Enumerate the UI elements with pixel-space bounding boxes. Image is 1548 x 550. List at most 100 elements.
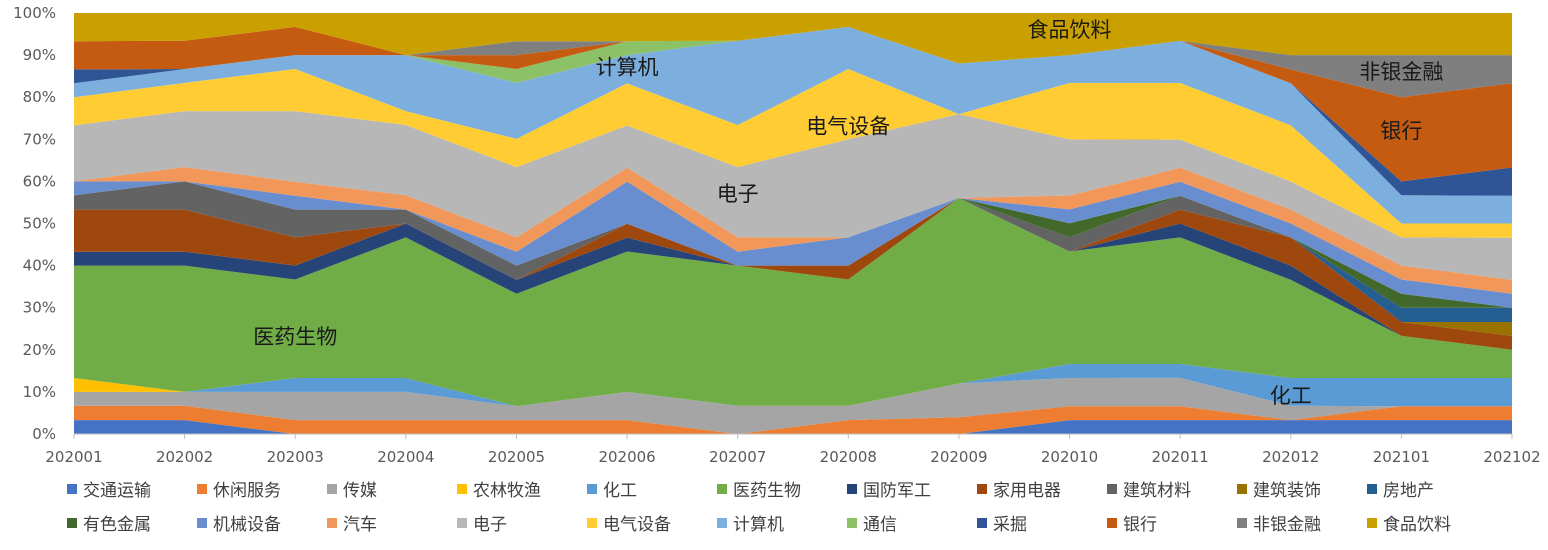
x-tick-label: 202002 bbox=[156, 448, 213, 466]
legend-swatch bbox=[327, 484, 337, 494]
series-annotation: 化工 bbox=[1270, 384, 1312, 408]
legend-label: 休闲服务 bbox=[213, 481, 281, 501]
legend-item: 银行 bbox=[1107, 515, 1157, 535]
legend-item: 非银金融 bbox=[1237, 515, 1321, 535]
legend-swatch bbox=[1237, 518, 1247, 528]
area-series-12 bbox=[74, 181, 1512, 308]
area-series-19 bbox=[74, 26, 1512, 182]
x-tick-label: 202102 bbox=[1483, 448, 1540, 466]
legend-swatch bbox=[1367, 484, 1377, 494]
area-series-4 bbox=[74, 364, 1512, 407]
legend-label: 有色金属 bbox=[83, 515, 151, 535]
legend-label: 交通运输 bbox=[83, 481, 151, 501]
y-tick-label: 100% bbox=[13, 4, 56, 22]
legend-item: 房地产 bbox=[1367, 481, 1434, 501]
series-annotation: 电子 bbox=[717, 182, 759, 206]
area-series-2 bbox=[74, 377, 1512, 434]
legend-item: 休闲服务 bbox=[197, 481, 281, 501]
legend-item: 计算机 bbox=[717, 515, 784, 535]
legend: 交通运输 休闲服务 传媒 农林牧渔 化工 医药生物 国防军工 家用电器 建筑材料 建筑装饰 房地产有… bbox=[67, 481, 1451, 535]
axes-group: 202001 202002 202003 202004 202005 202006 2020… bbox=[13, 4, 1541, 466]
x-tick-label: 202011 bbox=[1152, 448, 1209, 466]
series-annotation: 电气设备 bbox=[806, 115, 890, 139]
legend-label: 银行 bbox=[1123, 515, 1157, 535]
legend-label: 传媒 bbox=[343, 481, 377, 501]
area-series-group bbox=[74, 13, 1512, 434]
legend-swatch bbox=[67, 484, 77, 494]
legend-label: 机械设备 bbox=[213, 515, 281, 535]
legend-label: 医药生物 bbox=[733, 481, 801, 501]
area-series-21 bbox=[74, 13, 1512, 64]
legend-label: 家用电器 bbox=[993, 481, 1061, 501]
legend-label: 建筑材料 bbox=[1123, 481, 1191, 501]
y-tick-label: 10% bbox=[23, 383, 56, 401]
series-annotation: 计算机 bbox=[596, 56, 659, 80]
y-tick-label: 70% bbox=[23, 130, 56, 148]
series-annotation: 食品饮料 bbox=[1028, 18, 1112, 42]
x-tick-label: 202101 bbox=[1373, 448, 1430, 466]
legend-label: 汽车 bbox=[343, 515, 377, 535]
legend-swatch bbox=[197, 518, 207, 528]
legend-swatch bbox=[587, 484, 597, 494]
legend-item: 农林牧渔 bbox=[457, 481, 541, 501]
legend-swatch bbox=[717, 484, 727, 494]
area-series-0 bbox=[74, 420, 1512, 434]
legend-item: 国防军工 bbox=[847, 481, 931, 501]
x-tick-label: 202008 bbox=[820, 448, 877, 466]
area-series-14 bbox=[74, 111, 1512, 280]
x-tick-label: 202010 bbox=[1041, 448, 1098, 466]
legend-item: 建筑材料 bbox=[1107, 481, 1191, 501]
legend-label: 通信 bbox=[863, 515, 897, 535]
y-tick-label: 80% bbox=[23, 88, 56, 106]
series-annotation: 医药生物 bbox=[253, 325, 337, 349]
legend-item: 家用电器 bbox=[977, 481, 1061, 501]
x-tick-label: 202005 bbox=[488, 448, 545, 466]
legend-label: 农林牧渔 bbox=[473, 481, 541, 501]
series-annotation: 银行 bbox=[1380, 119, 1422, 143]
legend-item: 建筑装饰 bbox=[1237, 481, 1321, 501]
legend-swatch bbox=[977, 484, 987, 494]
x-tick-label: 202012 bbox=[1262, 448, 1319, 466]
x-tick-label: 202004 bbox=[377, 448, 434, 466]
legend-swatch bbox=[67, 518, 77, 528]
legend-swatch bbox=[587, 518, 597, 528]
legend-swatch bbox=[1107, 518, 1117, 528]
series-annotation: 非银金融 bbox=[1359, 60, 1443, 84]
legend-swatch bbox=[1237, 484, 1247, 494]
x-tick-label: 202007 bbox=[709, 448, 766, 466]
x-tick-label: 202003 bbox=[267, 448, 324, 466]
y-tick-label: 20% bbox=[23, 341, 56, 359]
legend-swatch bbox=[977, 518, 987, 528]
legend-item: 通信 bbox=[847, 515, 897, 535]
legend-item: 电气设备 bbox=[587, 515, 671, 535]
legend-item: 汽车 bbox=[327, 515, 377, 535]
legend-label: 国防军工 bbox=[863, 481, 931, 501]
x-tick-label: 202006 bbox=[598, 448, 655, 466]
legend-item: 机械设备 bbox=[197, 515, 281, 535]
legend-swatch bbox=[457, 518, 467, 528]
y-tick-label: 30% bbox=[23, 299, 56, 317]
legend-item: 传媒 bbox=[327, 481, 377, 501]
area-series-5 bbox=[74, 198, 1512, 407]
legend-swatch bbox=[717, 518, 727, 528]
legend-label: 食品饮料 bbox=[1383, 515, 1451, 535]
legend-swatch bbox=[457, 484, 467, 494]
legend-swatch bbox=[197, 484, 207, 494]
area-series-13 bbox=[74, 167, 1512, 294]
y-tick-label: 60% bbox=[23, 172, 56, 190]
area-series-15 bbox=[74, 69, 1512, 238]
y-tick-label: 50% bbox=[23, 215, 56, 233]
legend-swatch bbox=[847, 518, 857, 528]
legend-item: 化工 bbox=[587, 481, 637, 501]
legend-swatch bbox=[327, 518, 337, 528]
legend-label: 建筑装饰 bbox=[1253, 481, 1321, 501]
legend-item: 交通运输 bbox=[67, 481, 151, 501]
legend-label: 电子 bbox=[473, 515, 507, 535]
y-tick-label: 40% bbox=[23, 257, 56, 275]
legend-item: 医药生物 bbox=[717, 481, 801, 501]
legend-label: 非银金融 bbox=[1253, 515, 1321, 535]
legend-swatch bbox=[1367, 518, 1377, 528]
